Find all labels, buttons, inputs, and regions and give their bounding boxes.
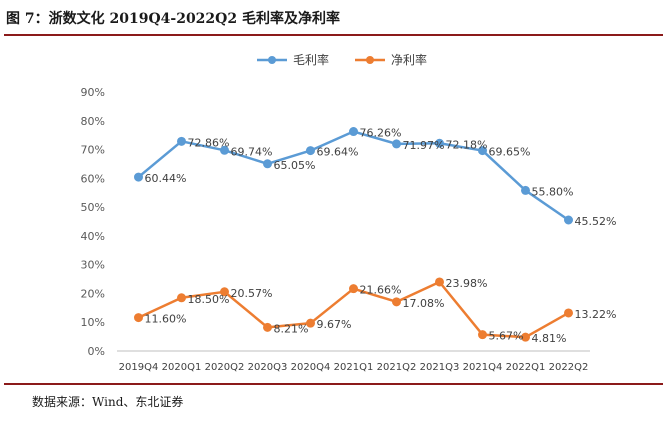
y-tick-label: 40% bbox=[81, 230, 105, 243]
line-chart: 毛利率 净利率 0% 10% 20% 30% 40% 50% 60% 70% 80% 90% 201… bbox=[81, 52, 617, 373]
y-tick-label: 80% bbox=[81, 115, 105, 128]
net-margin-point bbox=[564, 308, 573, 318]
gross-margin-data-label: 55.80% bbox=[532, 185, 574, 198]
net-margin-data-label: 4.81% bbox=[532, 332, 567, 345]
x-tick-label: 2020Q1 bbox=[162, 362, 202, 373]
gross-margin-data-label: 60.44% bbox=[145, 172, 187, 185]
gross-margin-data-label: 45.52% bbox=[575, 215, 617, 228]
net-margin-data-label: 5.67% bbox=[489, 330, 524, 343]
net-margin-data-label: 17.08% bbox=[403, 297, 445, 310]
gross-margin-point bbox=[435, 138, 444, 148]
y-tick-label: 60% bbox=[81, 172, 105, 185]
x-tick-label: 2020Q2 bbox=[205, 362, 245, 373]
legend: 毛利率 净利率 bbox=[257, 52, 427, 67]
x-tick-label: 2022Q1 bbox=[506, 362, 546, 373]
x-axis: 2019Q4 2020Q1 2020Q2 2020Q3 2020Q4 2021Q1 2021… bbox=[117, 350, 590, 373]
net-margin-data-label: 20.57% bbox=[231, 287, 273, 300]
net-margin-data-label: 23.98% bbox=[446, 277, 488, 290]
y-tick-label: 20% bbox=[81, 287, 105, 300]
net-margin-point bbox=[177, 293, 186, 303]
figure-title: 图 7：浙数文化 2019Q4-2022Q2 毛利率及净利率 bbox=[6, 11, 340, 27]
net-margin-data-label: 13.22% bbox=[575, 308, 617, 321]
y-tick-label: 70% bbox=[81, 144, 105, 157]
gross-margin-data-label: 72.86% bbox=[188, 136, 230, 149]
net-margin-data-label: 18.50% bbox=[188, 293, 230, 306]
gross-margin-legend-label: 毛利率 bbox=[293, 52, 329, 67]
gross-margin-point bbox=[564, 215, 573, 225]
x-tick-label: 2021Q4 bbox=[463, 362, 503, 373]
gross-margin-legend-marker bbox=[268, 56, 276, 64]
gross-margin-point bbox=[521, 185, 530, 195]
gross-margin-data-label: 76.26% bbox=[360, 127, 402, 140]
source-note: 数据来源：Wind、东北证券 bbox=[32, 395, 184, 409]
gross-margin-point bbox=[478, 146, 487, 156]
y-tick-label: 50% bbox=[81, 201, 105, 214]
gross-margin-data-label: 69.74% bbox=[231, 145, 273, 158]
gross-margin-point bbox=[263, 159, 272, 169]
net-margin-point bbox=[220, 287, 229, 297]
gross-margin-point bbox=[177, 136, 186, 146]
x-tick-label: 2020Q4 bbox=[291, 362, 331, 373]
gross-margin-point bbox=[349, 127, 358, 137]
net-margin-point bbox=[349, 284, 358, 294]
net-margin-point bbox=[134, 313, 143, 323]
gross-margin-data-label: 71.97% bbox=[403, 139, 445, 152]
gross-margin-point bbox=[306, 146, 315, 156]
net-margin-point bbox=[306, 318, 315, 328]
y-tick-label: 90% bbox=[81, 86, 105, 99]
plot-area: 60.44% 72.86%69.74%65.05%69.64%76.26%71.9… bbox=[134, 127, 617, 345]
gross-margin-data-label: 65.05% bbox=[274, 159, 316, 172]
x-tick-label: 2020Q3 bbox=[248, 362, 288, 373]
top-rule bbox=[4, 34, 663, 36]
x-tick-label: 2022Q2 bbox=[549, 362, 589, 373]
gross-margin-point bbox=[392, 139, 401, 149]
net-margin-point bbox=[521, 332, 530, 342]
gross-margin-data-label: 69.64% bbox=[317, 146, 359, 159]
net-margin-data-label: 9.67% bbox=[317, 318, 352, 331]
net-margin-point bbox=[478, 330, 487, 340]
gross-margin-series: 60.44% 72.86%69.74%65.05%69.64%76.26%71.9… bbox=[134, 127, 617, 228]
gross-margin-data-label: 72.18% bbox=[446, 138, 488, 151]
x-tick-label: 2019Q4 bbox=[119, 362, 159, 373]
y-axis: 0% 10% 20% 30% 40% 50% 60% 70% 80% 90% bbox=[81, 86, 105, 358]
net-margin-series: 11.60%18.50% 20.57% 8.21% 9.67% 21.66%17.08%… bbox=[134, 277, 617, 345]
x-tick-label: 2021Q1 bbox=[334, 362, 374, 373]
y-tick-label: 10% bbox=[81, 316, 105, 329]
y-tick-label: 0% bbox=[88, 345, 105, 358]
gross-margin-point bbox=[134, 172, 143, 182]
gross-margin-point bbox=[220, 145, 229, 155]
net-margin-point bbox=[435, 277, 444, 287]
net-margin-data-label: 11.60% bbox=[145, 313, 187, 326]
net-margin-data-label: 21.66% bbox=[360, 284, 402, 297]
net-margin-legend-marker bbox=[366, 56, 374, 64]
net-margin-point bbox=[392, 297, 401, 307]
net-margin-legend-label: 净利率 bbox=[391, 52, 427, 67]
net-margin-data-label: 8.21% bbox=[274, 322, 309, 335]
x-tick-label: 2021Q3 bbox=[420, 362, 460, 373]
bottom-rule bbox=[4, 383, 663, 385]
net-margin-point bbox=[263, 322, 272, 332]
x-tick-label: 2021Q2 bbox=[377, 362, 417, 373]
gross-margin-data-label: 69.65% bbox=[489, 146, 531, 159]
y-tick-label: 30% bbox=[81, 259, 105, 272]
